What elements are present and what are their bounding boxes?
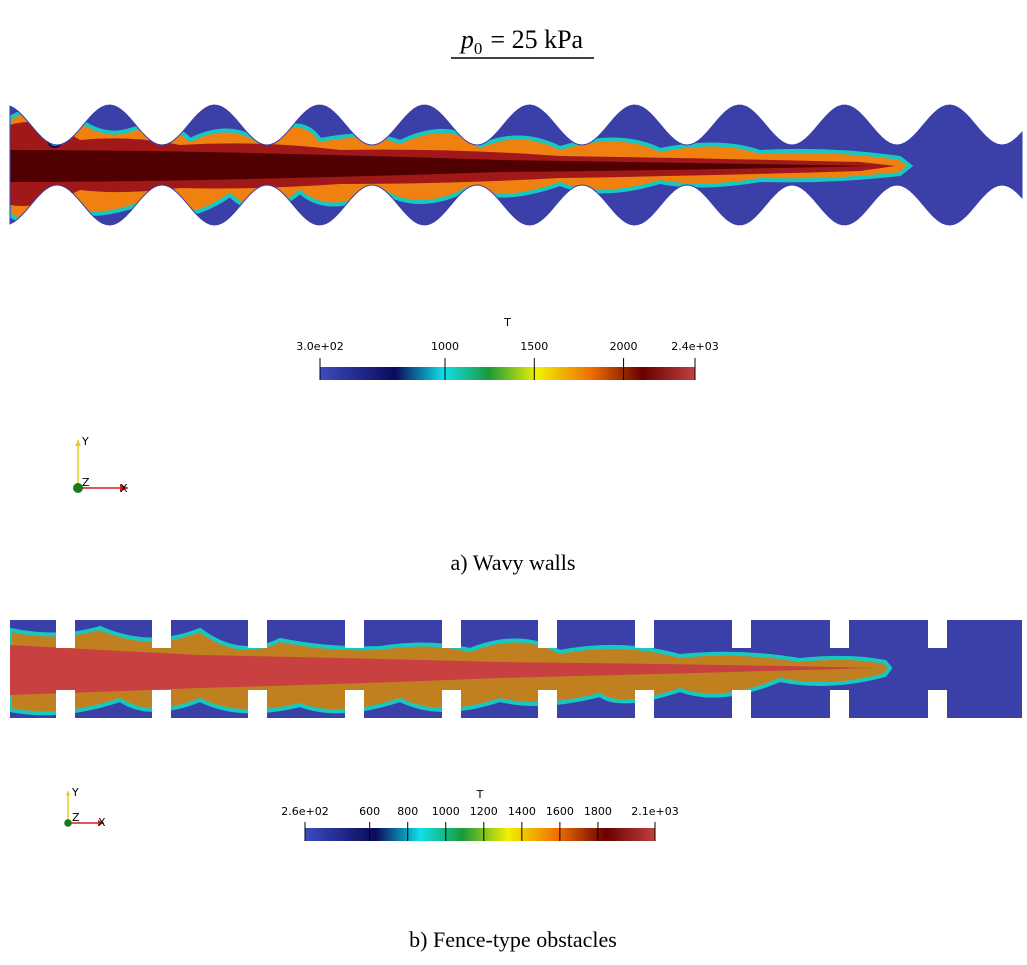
colorbar-tick-label: 2.6e+02	[281, 805, 328, 818]
colorbar-tick-label: 1000	[432, 805, 460, 818]
colorbar-tick-label: 1500	[520, 340, 548, 353]
colorbar-tick-label: 3.0e+02	[296, 340, 343, 353]
axes-triad: Y Z X	[73, 435, 128, 495]
colorbar-tick-label: 1800	[584, 805, 612, 818]
title-rest: = 25 kPa	[490, 25, 583, 54]
colorbar-tick-label: 2.1e+03	[631, 805, 678, 818]
axis-y-head	[75, 440, 81, 446]
colorbar-tick-label: 1400	[508, 805, 536, 818]
figure: p0 = 25 kPa T 3.0e+02 1000 1500 2000 2.4e+03 T…	[0, 0, 1027, 965]
colorbar-tick-label: 2000	[610, 340, 638, 353]
axis-label: Z	[82, 476, 90, 489]
axis-z	[64, 819, 72, 827]
title: p0 = 25 kPa	[459, 25, 584, 58]
colorbar-tick-label: 1000	[431, 340, 459, 353]
colorbar-gradient	[305, 828, 655, 841]
axis-y-head	[66, 791, 71, 796]
colorbar-title: T	[503, 316, 511, 329]
axis-label: Z	[72, 811, 80, 824]
field-a	[0, 100, 1027, 230]
title-symbol: p	[459, 25, 474, 54]
axes-triad: YZ X	[64, 786, 106, 829]
colorbar-tick-label: 600	[359, 805, 380, 818]
colorbar-title: T	[476, 788, 484, 801]
colorbar-b: T 2.6e+02 600 800 1000 1200 1400 1600 1800 2.1e+0…	[281, 788, 678, 841]
caption: a) Wavy walls	[451, 550, 576, 575]
axis-label: X	[120, 482, 128, 495]
axis-label: Y	[71, 786, 79, 799]
caption: b) Fence-type obstacles	[409, 927, 617, 952]
title-subscript: 0	[474, 39, 483, 58]
axis-label: Y	[81, 435, 89, 448]
colorbar-tick-label: 2.4e+03	[671, 340, 718, 353]
axis-label: X	[98, 816, 106, 829]
colorbar-tick-label: 800	[397, 805, 418, 818]
colorbar-tick-label: 1600	[546, 805, 574, 818]
colorbar-tick-label: 1200	[470, 805, 498, 818]
colorbar-gradient	[320, 367, 695, 380]
field-b	[0, 615, 1027, 725]
colorbar-a: T 3.0e+02 1000 1500 2000 2.4e+03	[296, 316, 718, 380]
